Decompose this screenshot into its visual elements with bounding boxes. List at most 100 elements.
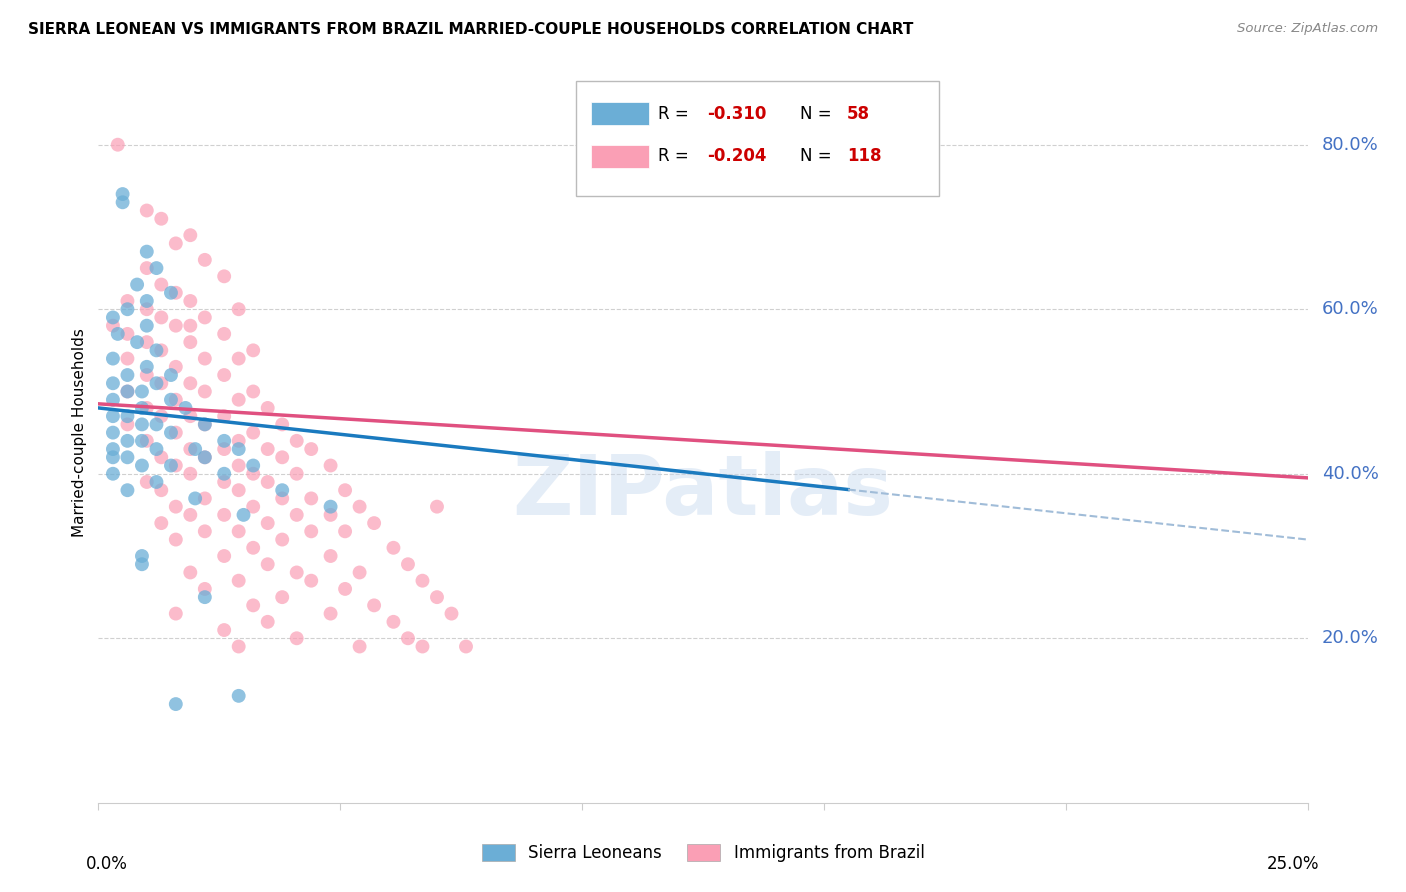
Text: Source: ZipAtlas.com: Source: ZipAtlas.com <box>1237 22 1378 36</box>
Point <box>242 467 264 481</box>
Point <box>145 261 167 276</box>
Point <box>299 491 322 506</box>
Point <box>271 533 294 547</box>
Point <box>426 590 449 604</box>
Point <box>228 434 250 448</box>
Point <box>333 582 356 596</box>
Point <box>212 409 235 424</box>
Point <box>194 450 217 465</box>
Point <box>131 401 153 415</box>
Point <box>242 425 264 440</box>
Text: 58: 58 <box>846 104 870 122</box>
Point <box>101 467 124 481</box>
Point <box>179 335 201 350</box>
Point <box>194 582 217 596</box>
Point <box>271 483 294 498</box>
Point <box>212 467 235 481</box>
Point <box>194 252 217 267</box>
Point <box>127 335 149 350</box>
Point <box>228 574 250 588</box>
Point <box>135 318 157 333</box>
Point <box>165 697 187 711</box>
Point <box>150 310 173 325</box>
Point <box>150 343 173 358</box>
Text: R =: R = <box>658 104 695 122</box>
Point <box>117 450 139 465</box>
Point <box>101 351 124 366</box>
Point <box>165 533 187 547</box>
Point <box>319 549 342 563</box>
Point <box>228 392 250 407</box>
Point <box>117 483 139 498</box>
Point <box>285 434 308 448</box>
Point <box>117 351 139 366</box>
Point <box>363 599 385 613</box>
Point <box>319 607 342 621</box>
Point <box>194 450 217 465</box>
Point <box>256 615 278 629</box>
Point <box>150 450 173 465</box>
Point <box>212 269 235 284</box>
Point <box>333 524 356 539</box>
Point <box>135 368 157 382</box>
Point <box>160 285 183 300</box>
Point <box>117 384 139 399</box>
Point <box>396 558 419 572</box>
Text: 0.0%: 0.0% <box>86 855 128 872</box>
Point <box>117 368 139 382</box>
Point <box>256 516 278 530</box>
Point <box>285 508 308 522</box>
Point <box>117 302 139 317</box>
Point <box>150 409 173 424</box>
Point <box>165 392 187 407</box>
Point <box>131 434 153 448</box>
Point <box>256 401 278 415</box>
Point <box>150 211 173 226</box>
Point <box>212 434 235 448</box>
Point <box>271 590 294 604</box>
Point <box>285 632 308 646</box>
Bar <box>591 102 648 126</box>
Point <box>117 417 139 432</box>
Point <box>101 318 124 333</box>
Point <box>111 195 134 210</box>
Point <box>228 640 250 654</box>
Point <box>131 558 153 572</box>
Point <box>101 392 124 407</box>
Point <box>179 228 201 243</box>
Point <box>165 500 187 514</box>
Point <box>285 467 308 481</box>
Point <box>150 516 173 530</box>
Point <box>319 500 342 514</box>
Text: -0.310: -0.310 <box>707 104 766 122</box>
Point <box>160 368 183 382</box>
Point <box>179 566 201 580</box>
Point <box>179 467 201 481</box>
Point <box>212 368 235 382</box>
Point <box>131 417 153 432</box>
Point <box>228 302 250 317</box>
Point <box>271 491 294 506</box>
Point <box>184 491 207 506</box>
Point <box>396 632 419 646</box>
Point <box>194 351 217 366</box>
Point <box>212 508 235 522</box>
Point <box>285 566 308 580</box>
Text: 80.0%: 80.0% <box>1322 136 1379 153</box>
Point <box>179 376 201 391</box>
Point <box>117 409 139 424</box>
Point <box>242 384 264 399</box>
Point <box>349 566 371 580</box>
Point <box>165 236 187 251</box>
Point <box>299 574 322 588</box>
Point <box>333 483 356 498</box>
Point <box>212 442 235 456</box>
Point <box>194 590 217 604</box>
Point <box>382 615 405 629</box>
Point <box>299 524 322 539</box>
Text: 40.0%: 40.0% <box>1322 465 1379 483</box>
Text: 60.0%: 60.0% <box>1322 301 1379 318</box>
Point <box>135 293 157 308</box>
Point <box>127 277 149 292</box>
Point <box>117 384 139 399</box>
